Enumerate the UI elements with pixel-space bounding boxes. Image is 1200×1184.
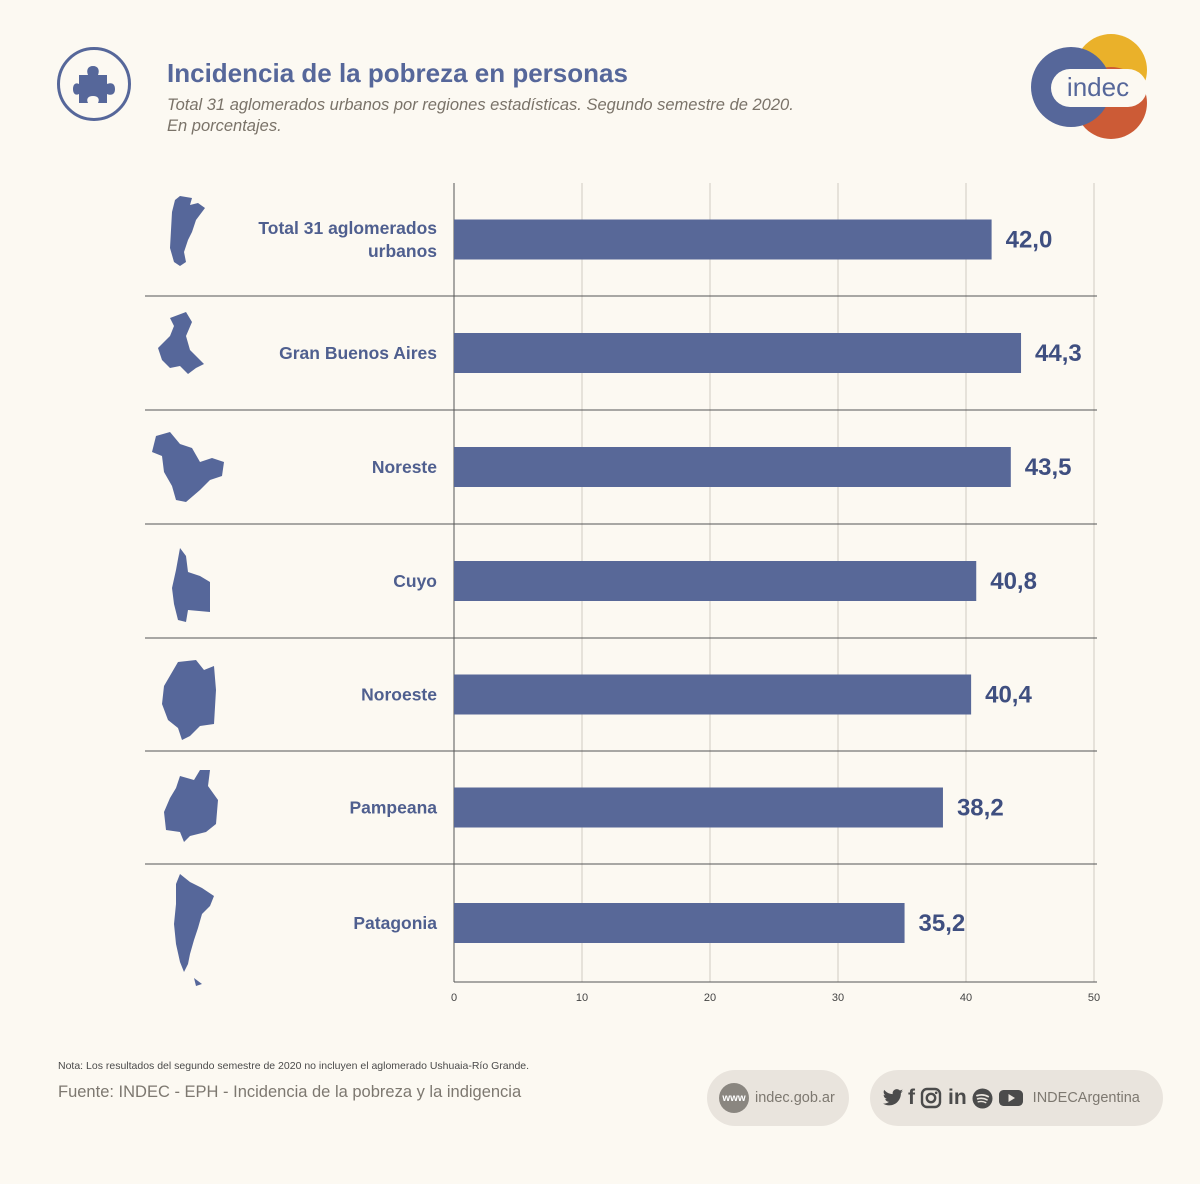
website-link[interactable]: www indec.gob.ar [707,1070,849,1126]
x-tick-label-0: 0 [451,992,457,1004]
category-label-6: Patagonia [353,913,437,933]
subtitle-line-2: En porcentajes. [167,117,282,135]
category-label-1: Gran Buenos Aires [279,343,437,363]
bar-2 [454,447,1011,487]
noroeste-map-icon [162,660,216,740]
spotify-icon[interactable] [972,1088,993,1109]
puzzle-piece-icon [73,66,115,103]
source-text: Fuente: INDEC - EPH - Incidencia de la p… [58,1083,522,1101]
www-icon: www [719,1083,749,1113]
category-label-4-line-0: Noroeste [361,685,437,705]
bar-3 [454,561,977,601]
category-label-0: Total 31 aglomerados urbanos [258,218,437,261]
category-label-2-line-0: Noreste [372,457,437,477]
subtitle-line-1: Total 31 aglomerados urbanos por regione… [167,96,794,114]
category-label-6-line-0: Patagonia [353,913,437,933]
linkedin-icon[interactable]: in [948,1086,967,1109]
cuyo-map-icon [172,548,210,622]
category-label-0-line-1: urbanos [368,241,437,261]
value-label-2: 43,5 [1025,454,1072,481]
footnote: Nota: Los resultados del segundo semestr… [58,1060,530,1072]
category-labels: Total 31 aglomerados urbanos Gran Buenos A… [258,218,437,933]
x-tick-label-50: 50 [1088,992,1100,1004]
bar-4 [454,674,972,715]
gran-buenos-aires-map-icon [158,312,204,374]
twitter-icon[interactable] [882,1088,904,1108]
bar-1 [454,333,1022,373]
category-label-2: Noreste [372,457,437,477]
category-label-3-line-0: Cuyo [393,571,437,591]
value-label-0: 42,0 [1006,227,1053,254]
noreste-map-icon [152,432,224,502]
bars [454,219,1022,943]
social-handle: INDECArgentina [1032,1090,1140,1106]
facebook-icon[interactable]: f [908,1086,915,1109]
x-tick-labels: 0 10 20 30 40 50 [451,992,1100,1004]
website-text: indec.gob.ar [755,1090,835,1106]
row-separators [145,295,1097,983]
bar-5 [454,787,943,828]
category-label-5-line-0: Pampeana [349,798,437,818]
chart-title: Incidencia de la pobreza en personas [167,58,628,88]
patagonia-map-icon [174,874,214,986]
argentina-map-icon [170,196,205,266]
logo-text: indec [1067,72,1129,102]
indec-logo: indec [1031,34,1147,139]
x-tick-label-10: 10 [576,992,588,1004]
value-label-1: 44,3 [1035,340,1082,367]
x-tick-label-30: 30 [832,992,844,1004]
value-label-5: 38,2 [957,795,1004,822]
value-label-6: 35,2 [919,910,966,937]
bar-chart: 42,0 44,3 43,5 40,8 40,4 38,2 35,2 Total 31 ag… [145,183,1100,1004]
youtube-icon[interactable] [998,1089,1023,1107]
x-tick-label-40: 40 [960,992,972,1004]
instagram-icon[interactable] [920,1087,942,1109]
value-label-4: 40,4 [985,682,1032,709]
logo-pill [1051,69,1147,107]
category-label-0-line-0: Total 31 aglomerados [258,218,437,238]
category-label-1-line-0: Gran Buenos Aires [279,343,437,363]
category-label-4: Noroeste [361,685,437,705]
value-labels: 42,0 44,3 43,5 40,8 40,4 38,2 35,2 [919,227,1082,938]
category-label-3: Cuyo [393,571,437,591]
x-tick-label-20: 20 [704,992,716,1004]
chart-subtitle: Total 31 aglomerados urbanos por regione… [167,95,887,137]
bar-0 [454,219,992,260]
value-label-3: 40,8 [990,568,1037,595]
region-map-icons [152,196,224,986]
pampeana-map-icon [164,770,218,842]
puzzle-badge [57,47,131,121]
category-label-5: Pampeana [349,798,437,818]
social-links: f in INDECArgentina [870,1070,1163,1126]
bar-6 [454,903,905,943]
